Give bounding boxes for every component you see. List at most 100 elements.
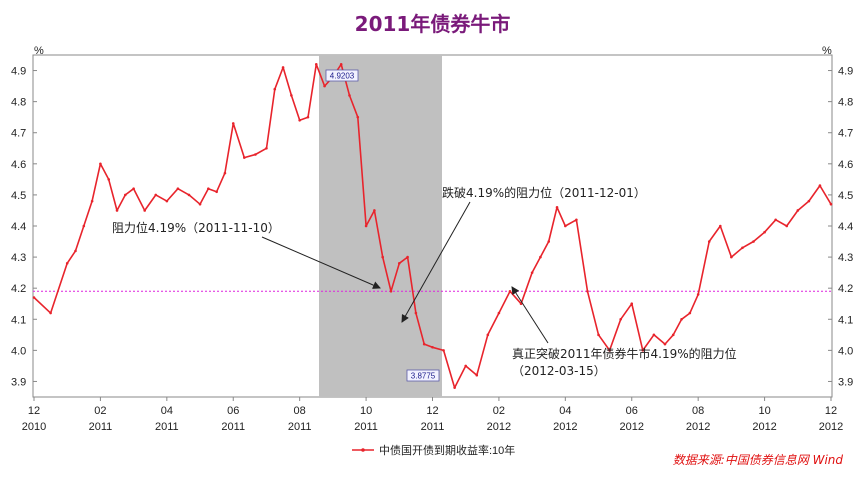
series-point xyxy=(422,342,426,346)
series-point xyxy=(90,199,94,203)
x-tick-month: 06 xyxy=(227,405,239,417)
y-tick-label-left: 4.9 xyxy=(11,66,26,78)
series-point xyxy=(389,289,393,293)
series-point xyxy=(431,345,434,349)
x-tick-month: 12 xyxy=(426,405,438,417)
series-point xyxy=(564,224,567,228)
y-tick-label-left: 4.3 xyxy=(11,252,26,264)
x-tick-year: 2012 xyxy=(553,421,577,433)
series-point xyxy=(652,333,656,337)
annotation-arrow xyxy=(401,201,471,323)
y-tick-label-left: 4.1 xyxy=(11,314,26,326)
series-point xyxy=(265,146,268,150)
series-point xyxy=(741,246,744,250)
series-point xyxy=(475,373,479,377)
x-tick-year: 2010 xyxy=(22,421,46,433)
series-point xyxy=(99,162,102,166)
x-tick-year: 2011 xyxy=(155,421,179,433)
series-point xyxy=(453,386,456,389)
y-tick-label-right: 4.0 xyxy=(838,345,853,357)
series-point xyxy=(671,333,675,337)
annotation-arrow xyxy=(511,286,549,344)
series-point xyxy=(306,115,310,119)
series-point xyxy=(198,202,202,206)
series-point xyxy=(82,224,86,228)
x-tick-year: 2011 xyxy=(89,421,113,433)
y-tick-label-left: 4.8 xyxy=(11,97,26,109)
series-point xyxy=(281,66,285,69)
series-point xyxy=(273,87,277,91)
y-unit-left: % xyxy=(34,45,44,57)
series-point xyxy=(442,349,445,352)
series-point xyxy=(680,317,683,321)
y-tick-label-left: 4.4 xyxy=(11,221,26,233)
y-tick-label-right: 4.3 xyxy=(838,252,853,264)
series-point xyxy=(65,262,69,265)
x-tick-year: 2011 xyxy=(354,421,378,433)
series-point xyxy=(143,209,146,212)
series-point xyxy=(539,255,542,259)
series-point xyxy=(115,209,119,212)
y-tick-label-right: 4.7 xyxy=(838,128,853,140)
y-axes: % % 3.9 3.9 4.0 4.0 4.1 4.1 4.2 4.2 4.3 4.3 4.4 4.4 4.… xyxy=(11,45,853,388)
series-point xyxy=(364,224,368,228)
series-point xyxy=(290,94,293,97)
y-tick-label-right: 4.4 xyxy=(838,221,853,233)
series-point xyxy=(176,187,180,190)
series-point xyxy=(663,342,667,346)
series-point xyxy=(730,255,733,259)
series-point xyxy=(796,209,800,212)
point-label: 4.9203 xyxy=(330,72,355,81)
series-point xyxy=(688,311,692,315)
annotation-text: 真正突破2011年债券牛市4.19%的阻力位 xyxy=(512,346,737,361)
series-point xyxy=(807,199,811,203)
annotation-arrow xyxy=(261,236,381,289)
series-point xyxy=(630,302,634,306)
series-point xyxy=(132,187,135,190)
series-point xyxy=(124,193,127,197)
x-axis: 12 2010 02 2011 04 2011 06 2011 08 2011 10 2011 12 20… xyxy=(22,397,843,433)
series-point xyxy=(406,255,409,259)
x-tick-month: 06 xyxy=(626,405,638,417)
y-tick-label-left: 3.9 xyxy=(11,376,26,388)
series-point xyxy=(707,240,711,243)
series-point xyxy=(464,364,468,368)
series-point xyxy=(254,153,257,156)
series-point xyxy=(763,230,766,234)
series-point xyxy=(373,209,376,212)
y-tick-label-right: 4.8 xyxy=(838,97,853,109)
series-point xyxy=(414,311,418,315)
x-tick-month: 02 xyxy=(493,405,505,417)
source-note: 数据来源:中国债券信息网 Wind xyxy=(672,453,843,467)
annotation-text: （2012-03-15） xyxy=(512,364,606,378)
series-layer xyxy=(32,63,833,389)
y-tick-label-right: 4.1 xyxy=(838,314,853,326)
series-point xyxy=(207,187,210,190)
series-point xyxy=(696,293,700,296)
y-tick-label-left: 4.7 xyxy=(11,128,26,140)
series-point xyxy=(339,63,343,66)
y-unit-right: % xyxy=(822,45,832,57)
series-point xyxy=(381,255,384,259)
y-tick-label-left: 4.2 xyxy=(11,283,26,295)
series-point xyxy=(641,349,645,352)
chart-title: 2011年债券牛市 xyxy=(354,12,511,36)
x-tick-month: 12 xyxy=(28,405,40,417)
x-tick-year: 2011 xyxy=(421,421,445,433)
point-label-box xyxy=(325,69,359,82)
series-point xyxy=(187,193,191,197)
x-tick-month: 08 xyxy=(692,405,704,417)
legend-label: 中债国开债到期收益率:10年 xyxy=(379,443,515,457)
series-point xyxy=(74,249,77,253)
point-label: 3.8775 xyxy=(411,372,436,381)
series-line xyxy=(33,63,832,389)
x-tick-month: 02 xyxy=(94,405,106,417)
x-tick-year: 2012 xyxy=(487,421,511,433)
shaded-region xyxy=(319,55,442,397)
x-tick-month: 04 xyxy=(559,405,571,417)
series-point xyxy=(348,94,351,97)
series-point xyxy=(215,190,218,194)
series-point xyxy=(154,193,158,197)
series-point xyxy=(486,333,490,337)
x-tick-year: 2011 xyxy=(288,421,312,433)
